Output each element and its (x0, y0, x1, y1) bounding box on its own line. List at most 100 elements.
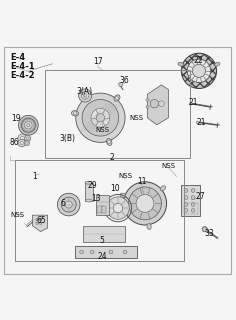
Circle shape (79, 89, 92, 102)
Circle shape (123, 250, 127, 254)
Circle shape (73, 112, 77, 115)
Circle shape (90, 250, 94, 254)
Circle shape (65, 201, 72, 208)
Circle shape (184, 188, 188, 192)
Circle shape (108, 140, 111, 144)
Ellipse shape (178, 62, 183, 66)
Text: NSS: NSS (96, 126, 110, 132)
Text: 27: 27 (195, 192, 205, 201)
Circle shape (36, 219, 38, 221)
Circle shape (91, 108, 110, 127)
Circle shape (191, 203, 195, 206)
Circle shape (76, 93, 125, 142)
Bar (102, 206, 106, 213)
Circle shape (81, 92, 89, 99)
Text: NSS: NSS (161, 163, 175, 169)
Circle shape (150, 100, 159, 108)
Bar (146, 99, 149, 101)
Ellipse shape (120, 193, 126, 198)
Bar (85, 183, 93, 201)
Circle shape (82, 100, 119, 136)
Text: 29: 29 (87, 181, 97, 190)
Circle shape (20, 141, 24, 145)
Text: 3(A): 3(A) (76, 87, 92, 96)
Circle shape (191, 196, 195, 199)
Text: 10: 10 (110, 184, 120, 193)
Text: 6: 6 (60, 199, 65, 208)
Bar (181, 185, 200, 216)
Circle shape (189, 102, 192, 105)
Circle shape (191, 188, 195, 192)
Circle shape (58, 193, 80, 216)
Circle shape (27, 124, 30, 127)
Ellipse shape (215, 62, 220, 66)
Circle shape (21, 118, 35, 132)
Polygon shape (75, 246, 137, 258)
Ellipse shape (160, 186, 166, 191)
Circle shape (20, 136, 24, 140)
Ellipse shape (72, 111, 79, 116)
Circle shape (123, 182, 167, 225)
Ellipse shape (85, 181, 92, 184)
Ellipse shape (147, 223, 151, 229)
Bar (97, 206, 101, 213)
Circle shape (61, 197, 76, 212)
Text: 24: 24 (98, 252, 108, 261)
Circle shape (192, 64, 206, 77)
Circle shape (39, 219, 42, 221)
Ellipse shape (114, 95, 120, 101)
Ellipse shape (85, 199, 92, 202)
Circle shape (96, 114, 105, 122)
Text: 86: 86 (9, 138, 19, 147)
Circle shape (196, 121, 199, 124)
Text: 13: 13 (91, 194, 101, 203)
Polygon shape (147, 85, 169, 125)
Circle shape (39, 222, 42, 225)
Circle shape (184, 209, 188, 212)
Circle shape (26, 142, 28, 144)
Circle shape (136, 195, 154, 212)
Text: NSS: NSS (10, 212, 24, 218)
Circle shape (181, 53, 217, 88)
Text: 11: 11 (137, 177, 146, 186)
Bar (96, 195, 109, 215)
Text: E-4-2: E-4-2 (10, 71, 35, 80)
Circle shape (129, 187, 161, 220)
Circle shape (26, 137, 29, 140)
Circle shape (187, 59, 211, 83)
Circle shape (184, 203, 188, 206)
Text: 5: 5 (99, 236, 104, 245)
Text: 2: 2 (110, 153, 114, 162)
Circle shape (191, 209, 195, 212)
Text: 1: 1 (32, 172, 37, 181)
Bar (45, 70, 190, 158)
Circle shape (159, 101, 164, 107)
Circle shape (119, 82, 123, 87)
Circle shape (24, 140, 30, 146)
Polygon shape (32, 215, 48, 232)
Text: 21: 21 (197, 118, 206, 127)
Polygon shape (83, 226, 125, 242)
Text: 36: 36 (119, 76, 129, 85)
Text: E-4-1: E-4-1 (10, 62, 35, 71)
Circle shape (84, 94, 87, 97)
Text: NSS: NSS (130, 115, 144, 121)
Circle shape (113, 204, 123, 213)
Ellipse shape (106, 139, 112, 146)
Circle shape (202, 227, 207, 232)
Circle shape (18, 134, 27, 143)
Circle shape (18, 116, 38, 135)
Text: NSS: NSS (118, 173, 132, 180)
Circle shape (18, 139, 25, 147)
Circle shape (25, 135, 31, 141)
Circle shape (36, 222, 38, 225)
Text: 17: 17 (93, 57, 103, 66)
Bar (184, 204, 198, 214)
Circle shape (25, 122, 32, 129)
Text: 21: 21 (188, 98, 198, 107)
Text: E-4: E-4 (10, 53, 25, 62)
Text: 22: 22 (193, 56, 202, 65)
Circle shape (184, 196, 188, 199)
Circle shape (109, 250, 113, 254)
Text: 3(B): 3(B) (59, 134, 76, 143)
